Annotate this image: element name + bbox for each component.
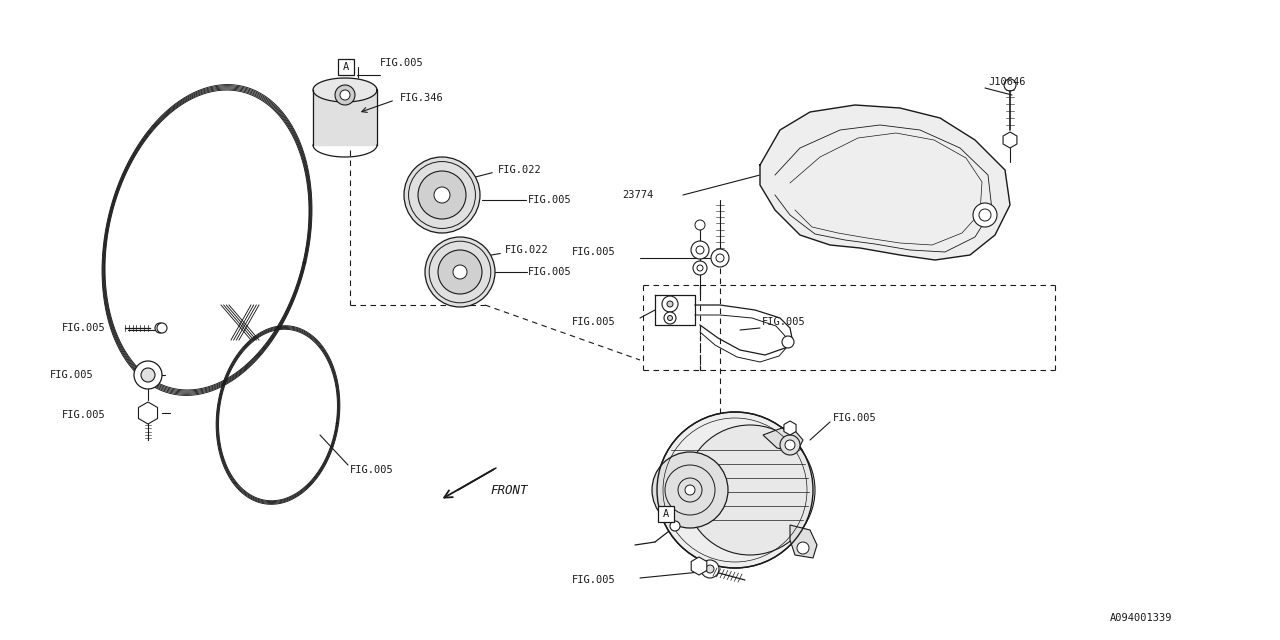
Text: FRONT: FRONT bbox=[490, 483, 527, 497]
Circle shape bbox=[692, 261, 707, 275]
Circle shape bbox=[667, 316, 672, 321]
Polygon shape bbox=[1004, 132, 1016, 148]
Circle shape bbox=[685, 425, 815, 555]
Polygon shape bbox=[314, 78, 378, 102]
Text: FIG.005: FIG.005 bbox=[572, 247, 616, 257]
Circle shape bbox=[662, 296, 678, 312]
Circle shape bbox=[707, 565, 714, 573]
Polygon shape bbox=[138, 402, 157, 424]
Circle shape bbox=[141, 368, 155, 382]
Circle shape bbox=[716, 254, 724, 262]
Text: FIG.022: FIG.022 bbox=[506, 245, 549, 255]
Text: J10646: J10646 bbox=[988, 77, 1025, 87]
Text: FIG.005: FIG.005 bbox=[762, 317, 805, 327]
Text: FIG.005: FIG.005 bbox=[833, 413, 877, 423]
Circle shape bbox=[155, 323, 165, 333]
Circle shape bbox=[664, 312, 676, 324]
Circle shape bbox=[425, 237, 495, 307]
Text: FIG.005: FIG.005 bbox=[529, 195, 572, 205]
Text: FIG.005: FIG.005 bbox=[50, 370, 93, 380]
Polygon shape bbox=[314, 90, 378, 145]
Circle shape bbox=[782, 336, 794, 348]
Circle shape bbox=[695, 220, 705, 230]
Polygon shape bbox=[783, 421, 796, 435]
Circle shape bbox=[340, 90, 349, 100]
Circle shape bbox=[134, 361, 163, 389]
Text: A: A bbox=[343, 62, 349, 72]
Circle shape bbox=[157, 323, 166, 333]
Circle shape bbox=[438, 250, 483, 294]
Circle shape bbox=[797, 542, 809, 554]
Text: FIG.005: FIG.005 bbox=[61, 410, 106, 420]
Circle shape bbox=[780, 435, 800, 455]
Polygon shape bbox=[760, 105, 1010, 260]
Text: A: A bbox=[663, 509, 669, 519]
Text: FIG.005: FIG.005 bbox=[61, 323, 106, 333]
Circle shape bbox=[973, 203, 997, 227]
Circle shape bbox=[404, 157, 480, 233]
Bar bbox=[338, 59, 355, 75]
Polygon shape bbox=[790, 525, 817, 558]
Circle shape bbox=[667, 301, 673, 307]
Circle shape bbox=[453, 265, 467, 279]
Text: FIG.005: FIG.005 bbox=[380, 58, 424, 68]
Circle shape bbox=[701, 560, 719, 578]
Circle shape bbox=[691, 241, 709, 259]
Circle shape bbox=[785, 440, 795, 450]
Circle shape bbox=[434, 187, 451, 203]
Circle shape bbox=[335, 85, 355, 105]
Bar bbox=[658, 506, 675, 522]
Text: A094001339: A094001339 bbox=[1110, 613, 1172, 623]
Text: 23774: 23774 bbox=[622, 190, 653, 200]
Circle shape bbox=[652, 452, 728, 528]
Polygon shape bbox=[763, 425, 803, 452]
Text: FIG.346: FIG.346 bbox=[399, 93, 444, 103]
Circle shape bbox=[669, 521, 680, 531]
Circle shape bbox=[657, 412, 813, 568]
Circle shape bbox=[419, 171, 466, 219]
Circle shape bbox=[710, 249, 730, 267]
Text: FIG.005: FIG.005 bbox=[349, 465, 394, 475]
Circle shape bbox=[685, 485, 695, 495]
Text: FIG.022: FIG.022 bbox=[498, 165, 541, 175]
Text: FIG.005: FIG.005 bbox=[572, 575, 616, 585]
Circle shape bbox=[1004, 79, 1016, 91]
Circle shape bbox=[696, 246, 704, 254]
Polygon shape bbox=[691, 557, 707, 575]
Text: FIG.005: FIG.005 bbox=[529, 267, 572, 277]
Text: FIG.005: FIG.005 bbox=[572, 317, 616, 327]
Circle shape bbox=[698, 265, 703, 271]
